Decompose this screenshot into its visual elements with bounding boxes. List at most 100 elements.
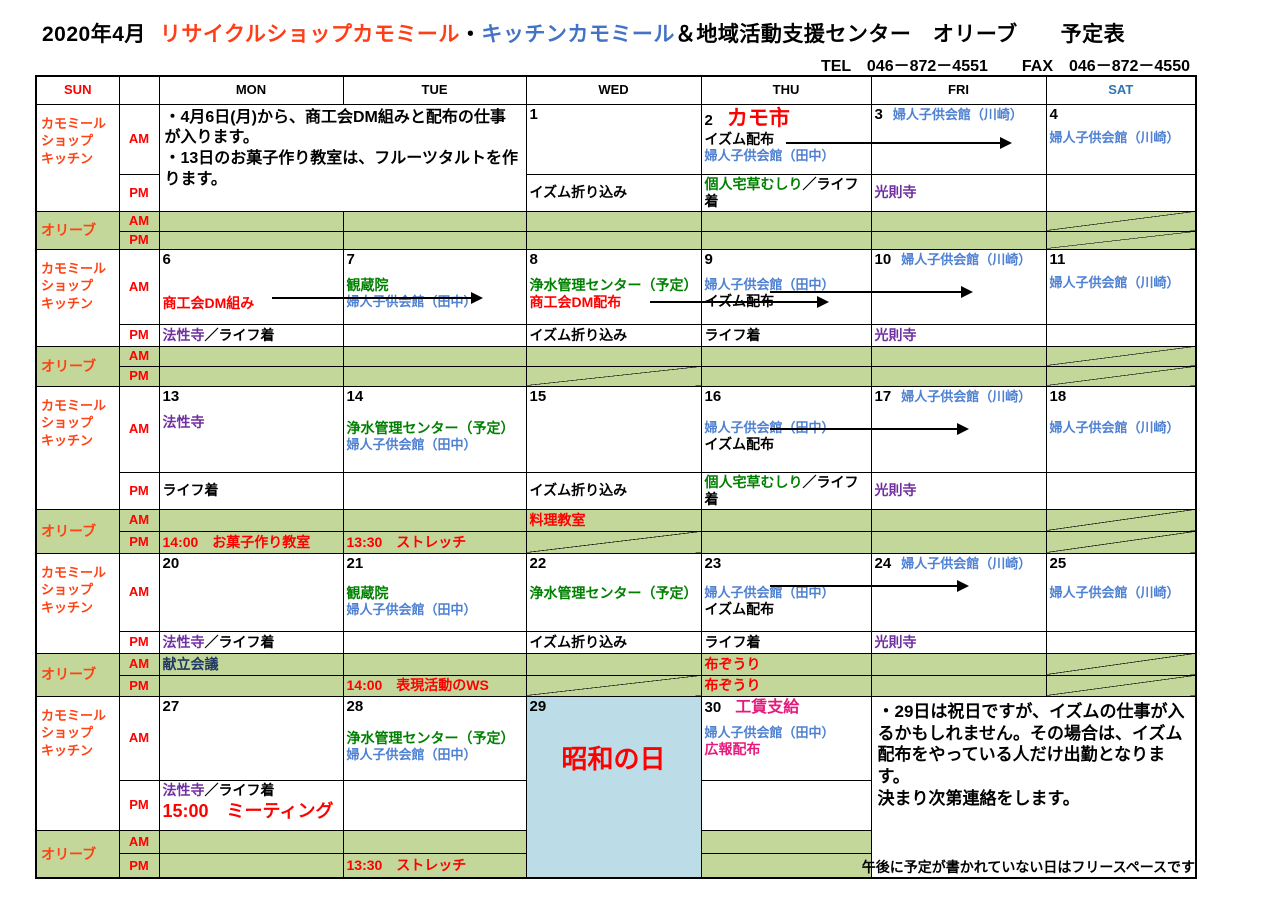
cell-w2-wed-pm: イズム折り込み [525, 323, 702, 347]
pm-label: PM [118, 323, 160, 347]
event-dm-kumi: 商工会DM組み [162, 294, 255, 311]
week3-am-row: カモミール ショップ キッチン AM 13 法性寺 14 浄水管理センター（予定）婦… [35, 385, 1197, 510]
cell-w4-wed-oam [525, 652, 702, 676]
cell-w2-sat-opm-crossed [1045, 365, 1197, 387]
cell-w3-sat-pm [1045, 471, 1197, 510]
cell-w4-wed-opm-crossed [525, 674, 702, 697]
cell-w1-mon-opm [158, 230, 344, 250]
event-kanzouin: 観蔵院 [346, 585, 389, 602]
cell-w4-tue-opm: 14:00 表現活動のWS [342, 674, 527, 697]
cell-w5-tue-pm [342, 779, 527, 831]
continuation-arrow-w2-izumu [770, 286, 973, 298]
event-fujin-kawasaki: 婦人子供会館（川崎） [1049, 585, 1180, 601]
event-showa-no-hi: 昭和の日 [561, 744, 666, 775]
cell-w3-thu-opm [700, 530, 872, 554]
row-label-kamomile: カモミール ショップ キッチン [35, 552, 120, 654]
cell-w4-sat-pm [1045, 630, 1197, 654]
cell-w4-sat-am: 25 婦人子供会館（川崎） [1045, 552, 1197, 632]
cell-w2-tue-pm [342, 323, 527, 347]
event-okashi: 14:00 お菓子作り教室 [162, 533, 311, 550]
cell-w1-thu-opm [700, 230, 872, 250]
cell-w1-thu-oam [700, 210, 872, 232]
header-blank [118, 75, 160, 105]
cell-w4-mon-pm: 法性寺／ライフ着 [158, 630, 344, 654]
cell-w5-frisat-note: ・29日は祝日ですが、イズムの仕事が入るかもしれません。その場合は、イズム配布を… [870, 695, 1197, 879]
week4-olive-am-row: オリーブ AM 献立会議 布ぞうり [35, 652, 1197, 697]
schedule-table: SUN MON TUE WED THU FRI SAT カモミール ショップ キ… [35, 75, 1197, 880]
event-hyougen-ws: 14:00 表現活動のWS [346, 677, 489, 694]
week2-am-row: カモミール ショップ キッチン AM 6 商工会DM組み 7 観蔵院 婦人子供会館（田… [35, 248, 1197, 347]
cell-w1-tue-opm [342, 230, 527, 250]
cell-w3-tue-opm: 13:30 ストレッチ [342, 530, 527, 554]
event-houshouji: 法性寺 [162, 781, 205, 798]
event-ryouri: 料理教室 [529, 511, 586, 528]
cell-w1-wed-opm [525, 230, 702, 250]
event-kanzouin: 観蔵院 [346, 276, 389, 293]
event-izumu-haifu: イズム配布 [704, 131, 775, 148]
cell-w3-sat-am: 18 婦人子供会館（川崎） [1045, 385, 1197, 473]
cell-w3-thu-pm: 個人宅草むしり／ライフ着 [700, 471, 872, 510]
cell-w4-thu-pm: ライフ着 [700, 630, 872, 654]
event-izumu-orikomi: イズム折り込み [529, 633, 628, 650]
week2-pm-row: PM 法性寺／ライフ着 イズム折り込み ライフ着 光則寺 [36, 323, 1197, 347]
cell-w2-tue-am: 7 観蔵院 婦人子供会館（田中） [342, 248, 527, 325]
cell-w3-fri-oam [870, 508, 1047, 532]
row-label-olive: オリーブ [35, 652, 120, 697]
event-jousui: 浄水管理センター（予定） [346, 730, 515, 747]
row-label-olive: オリーブ [35, 508, 120, 554]
pm-label: PM [118, 173, 160, 212]
pm-label: PM [118, 365, 160, 387]
cell-w3-fri-pm: 光則寺 [870, 471, 1047, 510]
event-slash-life: ／ライフ着 [204, 326, 275, 343]
row-label-olive: オリーブ [35, 210, 120, 250]
cell-w4-mon-am: 20 [158, 552, 344, 632]
cell-w2-tue-oam [342, 345, 527, 367]
week5-olive-pm-row: PM 13:30 ストレッチ [36, 852, 1196, 879]
cell-w1-sat-pm [1045, 173, 1197, 212]
cell-w3-wed-pm: イズム折り込み [525, 471, 702, 510]
event-fujin-tanaka: 婦人子供会館（田中） [346, 747, 477, 763]
header-wed: WED [525, 75, 702, 105]
cell-w1-sat-opm-crossed [1045, 230, 1197, 250]
event-kamoichi: カモ市 [726, 106, 790, 130]
pm-label: PM [118, 779, 160, 831]
cell-w2-wed-oam [525, 345, 702, 367]
event-izumu-haifu: イズム配布 [704, 600, 775, 617]
event-slash-life: ／ライフ着 [704, 175, 859, 209]
am-label: AM [118, 508, 160, 532]
pm-label: PM [118, 852, 160, 879]
event-life-chaku: ライフ着 [704, 326, 761, 343]
cell-w4-mon-opm [158, 674, 344, 697]
week5-pm-row: PM 法性寺／ライフ着 15:00 ミーティング [36, 779, 1196, 831]
cell-w3-tue-oam [342, 508, 527, 532]
pm-label: PM [118, 471, 160, 510]
cell-w4-thu-oam: 布ぞうり [700, 652, 872, 676]
event-life-chaku: ライフ着 [704, 633, 761, 650]
cell-w1-fri-am: 3 婦人子供会館（川崎） [870, 103, 1047, 175]
cell-w5-tue-am: 28 浄水管理センター（予定） 婦人子供会館（田中） [342, 695, 527, 781]
week1-olive-am-row: オリーブ AM [35, 210, 1197, 250]
week1-olive-pm-row: PM [36, 230, 1197, 250]
cell-w3-sat-opm-crossed [1045, 530, 1197, 554]
cell-w4-mon-oam: 献立会議 [158, 652, 344, 676]
title-dot: ・ [459, 23, 482, 46]
day-header-row: SUN MON TUE WED THU FRI SAT [35, 75, 1197, 105]
cell-w3-thu-oam [700, 508, 872, 532]
row-label-kamomile: カモミール ショップ キッチン [35, 695, 120, 831]
cell-w1-thu-am: 2 カモ市 イズム配布 婦人子供会館（田中） [700, 103, 872, 175]
cell-w1-wed-am: 1 [525, 103, 702, 175]
event-fujin-kawasaki: 婦人子供会館（川崎） [901, 251, 1032, 267]
cell-w4-sat-oam-crossed [1045, 652, 1197, 676]
cell-w1-fri-pm: 光則寺 [870, 173, 1047, 212]
fax-number: FAX 046－872－4550 [1021, 58, 1190, 75]
week1-pm-row: PM イズム折り込み 個人宅草むしり／ライフ着 光則寺 [36, 173, 1197, 212]
header-thu: THU [700, 75, 872, 105]
cell-w2-mon-opm [158, 365, 344, 387]
am-label: AM [118, 552, 160, 632]
header-tue: TUE [342, 75, 527, 105]
continuation-arrow-w1-izumu [786, 137, 1012, 149]
pm-label: PM [118, 530, 160, 554]
event-kousokuji: 光則寺 [874, 482, 917, 499]
page-title: 2020年4月 リサイクルショップカモミール・キッチンカモミール＆地域活動支援セン… [42, 18, 1125, 48]
event-fujin-tanaka: 婦人子供会館（田中） [704, 725, 835, 741]
